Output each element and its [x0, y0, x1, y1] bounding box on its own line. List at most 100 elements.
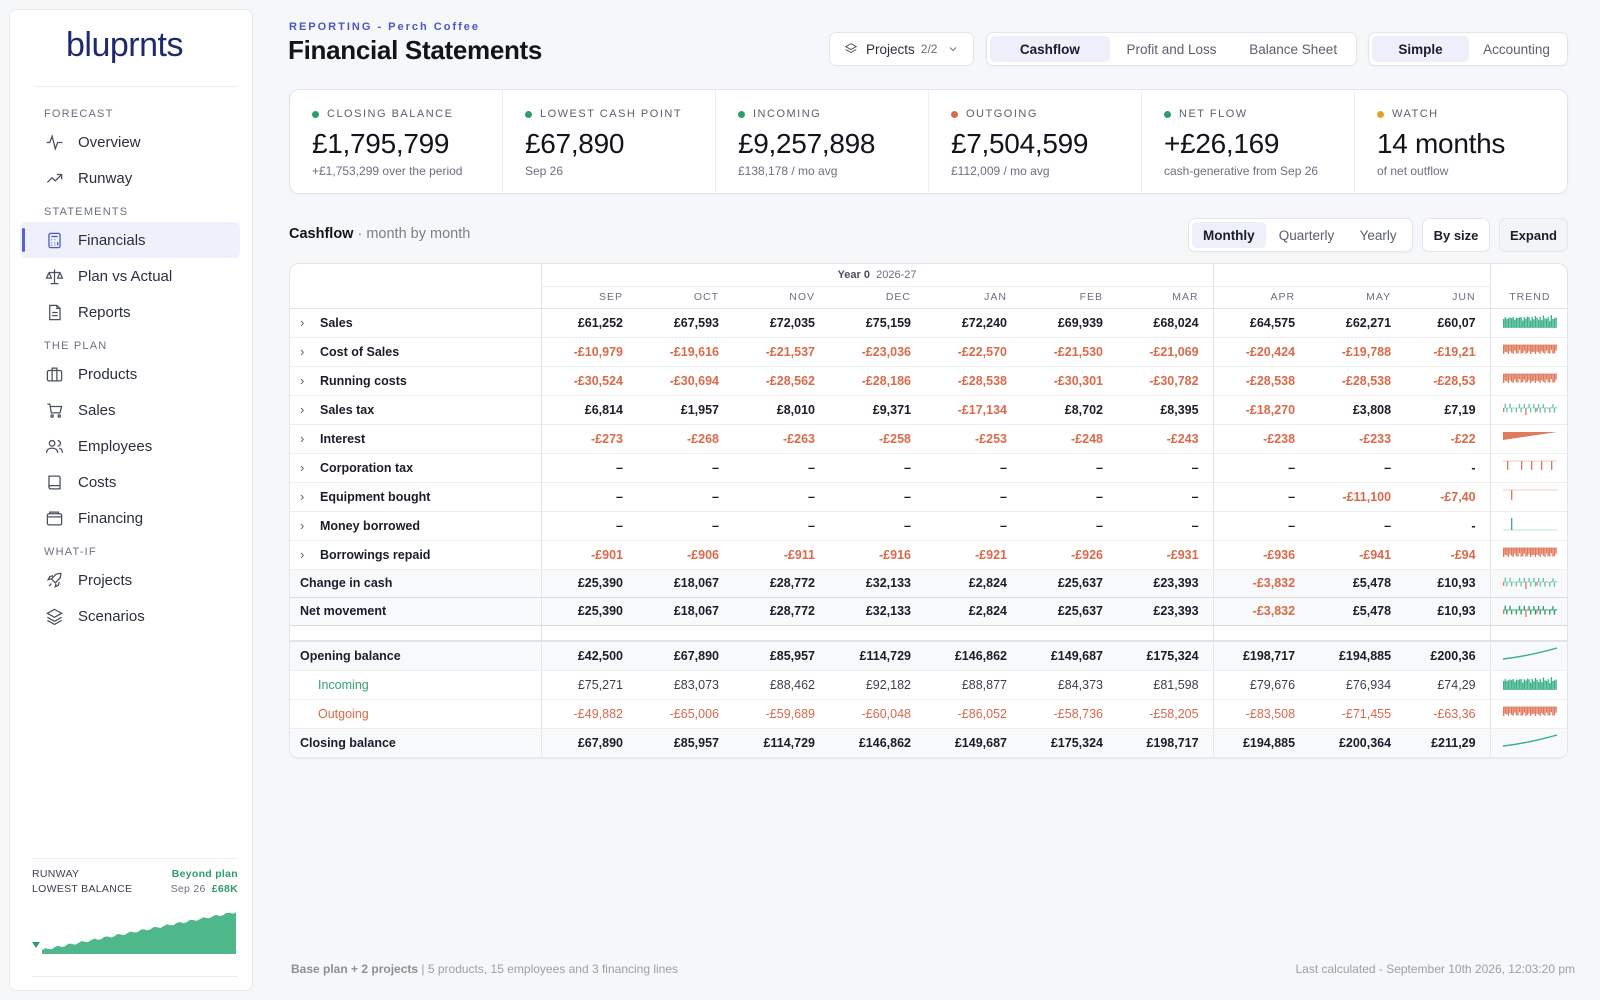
chevron-right-icon[interactable]: ›: [300, 547, 305, 562]
projects-dropdown[interactable]: Projects 2/2: [829, 32, 974, 66]
tab-accounting[interactable]: Accounting: [1483, 41, 1550, 57]
cell-value: -£258: [829, 424, 925, 454]
chevron-right-icon[interactable]: ›: [300, 402, 305, 417]
kpi-subtext: £138,178 / mo avg: [738, 164, 838, 178]
table-row[interactable]: › Cost of Sales -£10,979 -£19,616 -£21,537 -£…: [290, 337, 1567, 367]
chevron-right-icon[interactable]: ›: [300, 431, 305, 446]
chevron-right-icon[interactable]: ›: [300, 460, 305, 475]
row-label[interactable]: › Sales tax: [290, 395, 542, 425]
cell-value: –: [637, 482, 733, 512]
spacer-cell: [1213, 625, 1310, 642]
cell-value: £75,159: [829, 308, 925, 338]
row-label[interactable]: › Cost of Sales: [290, 337, 542, 367]
sidebar-item-products[interactable]: Products: [20, 356, 240, 392]
sidebar-item-financing[interactable]: Financing: [20, 500, 240, 536]
cell-value: £67,593: [637, 308, 733, 338]
tab-monthly[interactable]: Monthly: [1192, 222, 1266, 248]
status-dot: [738, 110, 745, 118]
sidebar-item-sales[interactable]: Sales: [20, 392, 240, 428]
table-row[interactable]: › Equipment bought – – – – – – – – -£11,100 -£7,40: [290, 482, 1567, 512]
tab-yearly[interactable]: Yearly: [1359, 227, 1397, 243]
sidebar-item-label: Overview: [78, 133, 141, 151]
month-header[interactable]: NOV: [733, 286, 829, 309]
chevron-right-icon[interactable]: ›: [300, 518, 305, 533]
table-row[interactable]: › Interest -£273 -£268 -£263 -£258 -£253 -£248-…: [290, 424, 1567, 454]
table-row[interactable]: › Sales tax £6,814 £1,957 £8,010 £9,371 -£17,1…: [290, 395, 1567, 425]
kpi-subtext: Sep 26: [525, 164, 564, 178]
cell-value: -£28,538: [1309, 366, 1406, 396]
tab-cashflow[interactable]: Cashflow: [990, 36, 1110, 62]
chevron-right-icon[interactable]: ›: [300, 373, 305, 388]
sidebar-item-plan-vs-actual[interactable]: Plan vs Actual: [20, 258, 240, 294]
tab-profit-and-loss[interactable]: Profit and Loss: [1126, 41, 1217, 57]
table-row[interactable]: › Corporation tax – – – – – – – – – -: [290, 453, 1567, 483]
sidebar-item-costs[interactable]: Costs: [20, 464, 240, 500]
table-row[interactable]: › Borrowings repaid -£901 -£906 -£911 -£916 -£…: [290, 540, 1567, 570]
row-label-text: Opening balance: [300, 648, 401, 663]
chevron-right-icon[interactable]: ›: [300, 315, 305, 330]
row-label[interactable]: › Sales: [290, 308, 542, 338]
cell-value: £64,575: [1213, 308, 1310, 338]
app-logo[interactable]: bluprnts: [66, 26, 183, 64]
month-header[interactable]: MAR: [1117, 286, 1214, 309]
month-header[interactable]: JAN: [925, 286, 1021, 309]
cell-value: -£243: [1117, 424, 1214, 454]
spacer-cell: [637, 625, 733, 642]
cell-value: -£936: [1213, 540, 1310, 570]
sidebar-item-scenarios[interactable]: Scenarios: [20, 598, 240, 634]
expand-button[interactable]: Expand: [1499, 218, 1568, 252]
row-label[interactable]: › Money borrowed: [290, 511, 542, 541]
year-label: Year 0 2026-27: [540, 264, 1214, 287]
cell-value: £18,067: [637, 597, 733, 626]
month-header[interactable]: OCT: [637, 286, 733, 309]
cell-value: -£23,036: [829, 337, 925, 367]
cell-value: -£273: [541, 424, 637, 454]
cell-value: £7,19: [1405, 395, 1491, 425]
row-label[interactable]: › Running costs: [290, 366, 542, 396]
cell-value: -£921: [925, 540, 1021, 570]
trend-cell: [1489, 337, 1567, 367]
table-row: Incoming £75,271 £83,073 £88,462 £92,182 £88,…: [290, 670, 1567, 700]
sidebar-item-employees[interactable]: Employees: [20, 428, 240, 464]
sidebar-item-overview[interactable]: Overview: [20, 124, 240, 160]
sidebar-item-projects[interactable]: Projects: [20, 562, 240, 598]
month-header[interactable]: SEP: [541, 286, 637, 309]
table-row[interactable]: › Money borrowed – – – – – – – – – -: [290, 511, 1567, 541]
sidebar-item-reports[interactable]: Reports: [20, 294, 240, 330]
cell-value: -£233: [1309, 424, 1406, 454]
row-label[interactable]: › Interest: [290, 424, 542, 454]
cell-value: £211,29: [1405, 728, 1491, 758]
lowest-balance-date: Sep 26: [170, 883, 206, 895]
trend-sparkline: [1502, 577, 1557, 591]
book-icon: [44, 472, 64, 492]
cell-value: £62,271: [1309, 308, 1406, 338]
month-header[interactable]: APR: [1213, 286, 1310, 309]
by-size-button[interactable]: By size: [1422, 218, 1490, 252]
runway-card[interactable]: RUNWAY Beyond plan LOWEST BALANCE Sep 26…: [32, 858, 238, 977]
chevron-right-icon[interactable]: ›: [300, 489, 305, 504]
cell-value: -£21,537: [733, 337, 829, 367]
runway-status: Beyond plan: [171, 868, 238, 880]
table-row[interactable]: › Running costs -£30,524 -£30,694 -£28,562 -£…: [290, 366, 1567, 396]
tab-balance-sheet[interactable]: Balance Sheet: [1249, 41, 1338, 57]
calculator-icon: [44, 230, 64, 250]
month-header[interactable]: FEB: [1021, 286, 1117, 309]
month-header[interactable]: MAY: [1309, 286, 1406, 309]
table-row[interactable]: › Sales £61,252 £67,593 £72,035 £75,159 £72,24…: [290, 308, 1567, 338]
tab-simple[interactable]: Simple: [1372, 36, 1469, 62]
chevron-right-icon[interactable]: ›: [300, 344, 305, 359]
cell-value: £149,687: [1021, 641, 1117, 671]
month-header[interactable]: DEC: [829, 286, 925, 309]
sidebar-item-financials[interactable]: Financials: [20, 222, 240, 258]
row-label[interactable]: › Borrowings repaid: [290, 540, 542, 570]
kpi-value: £67,890: [525, 128, 625, 159]
cell-value: £114,729: [829, 641, 925, 671]
row-label[interactable]: › Corporation tax: [290, 453, 542, 483]
cell-value: £92,182: [829, 670, 925, 700]
month-header[interactable]: JUN: [1405, 286, 1491, 309]
row-label[interactable]: › Equipment bought: [290, 482, 542, 512]
tab-quarterly[interactable]: Quarterly: [1278, 227, 1335, 243]
sidebar-item-label: Plan vs Actual: [78, 267, 173, 285]
sidebar-item-runway[interactable]: Runway: [20, 160, 240, 196]
kpi-label-text: INCOMING: [753, 108, 822, 120]
